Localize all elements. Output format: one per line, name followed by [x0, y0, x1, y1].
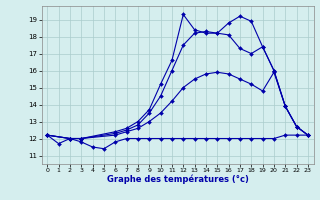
X-axis label: Graphe des températures (°c): Graphe des températures (°c) — [107, 175, 249, 184]
